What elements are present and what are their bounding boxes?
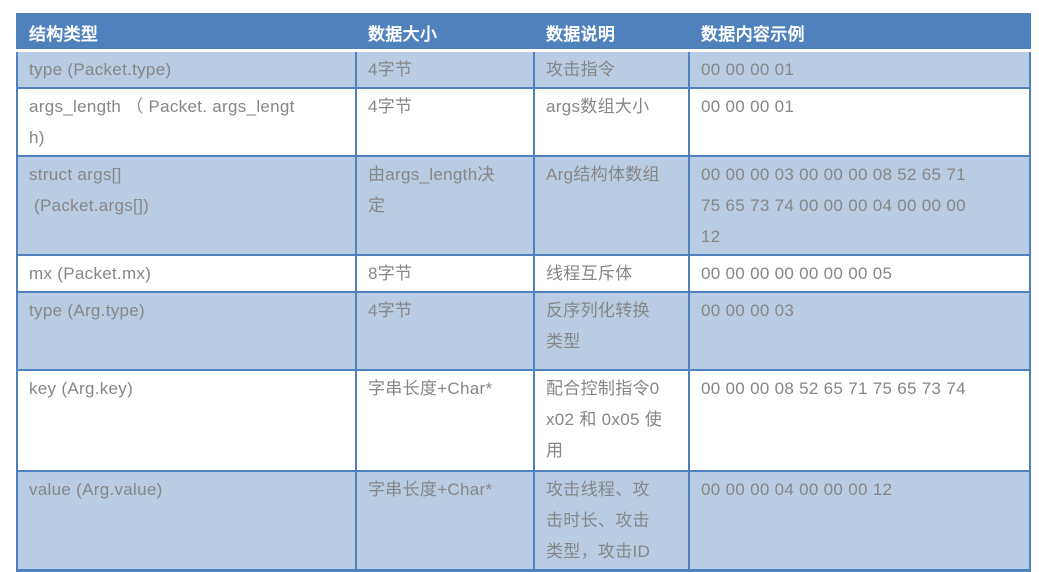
table-cell: 字串长度+Char* [355,369,535,472]
table-cell: type (Arg.type) [16,291,357,371]
column-header-data-example: 数据内容示例 [688,13,1031,52]
table-row: key (Arg.key) 字串长度+Char* 配合控制指令0 x02 和 0x0… [16,369,1031,472]
header-row: 结构类型 数据大小 数据说明 数据内容示例 [16,13,1031,52]
column-header-data-description: 数据说明 [533,13,690,52]
table-cell: 线程互斥体 [533,254,690,293]
table-cell: type (Packet.type) [16,49,357,89]
table-cell: 00 00 00 01 [688,49,1031,89]
table-cell: 4字节 [355,291,535,371]
table-row: mx (Packet.mx) 8字节 线程互斥体 00 00 00 00 00 00 … [16,254,1031,293]
table-cell: key (Arg.key) [16,369,357,472]
table-row: type (Arg.type) 4字节 反序列化转换 类型 00 00 00 03 [16,291,1031,371]
table-cell: args数组大小 [533,87,690,157]
table-cell: Arg结构体数组 [533,155,690,256]
table-cell: 攻击指令 [533,49,690,89]
table-cell: 由args_length决 定 [355,155,535,256]
table-body: type (Packet.type) 4字节 攻击指令 00 00 00 01 args… [16,49,1031,572]
table-cell: mx (Packet.mx) [16,254,357,293]
table-row: struct args[] (Packet.args[]) 由args_lengt… [16,155,1031,256]
table-row: value (Arg.value) 字串长度+Char* 攻击线程、攻 击时长、攻击… [16,470,1031,572]
table-cell: 00 00 00 00 00 00 00 05 [688,254,1031,293]
table-cell: args_length （ Packet. args_lengt h) [16,87,357,157]
table-row: args_length （ Packet. args_lengt h) 4字节 ar… [16,87,1031,157]
table-cell: 00 00 00 03 00 00 00 08 52 65 71 75 65 7… [688,155,1031,256]
table-cell: 配合控制指令0 x02 和 0x05 使 用 [533,369,690,472]
table-row: type (Packet.type) 4字节 攻击指令 00 00 00 01 [16,49,1031,89]
table-cell: 00 00 00 03 [688,291,1031,371]
table-cell: 字串长度+Char* [355,470,535,572]
table-cell: 00 00 00 08 52 65 71 75 65 73 74 [688,369,1031,472]
table-cell: 反序列化转换 类型 [533,291,690,371]
table-cell: 攻击线程、攻 击时长、攻击 类型，攻击ID [533,470,690,572]
column-header-structure-type: 结构类型 [16,13,357,52]
table-cell: 4字节 [355,49,535,89]
table-cell: 00 00 00 04 00 00 00 12 [688,470,1031,572]
table-cell: value (Arg.value) [16,470,357,572]
packet-structure-table: 结构类型 数据大小 数据说明 数据内容示例 type (Packet.type)… [16,13,1031,572]
table-cell: struct args[] (Packet.args[]) [16,155,357,256]
column-header-data-size: 数据大小 [355,13,535,52]
table-cell: 00 00 00 01 [688,87,1031,157]
table-cell: 4字节 [355,87,535,157]
table-cell: 8字节 [355,254,535,293]
